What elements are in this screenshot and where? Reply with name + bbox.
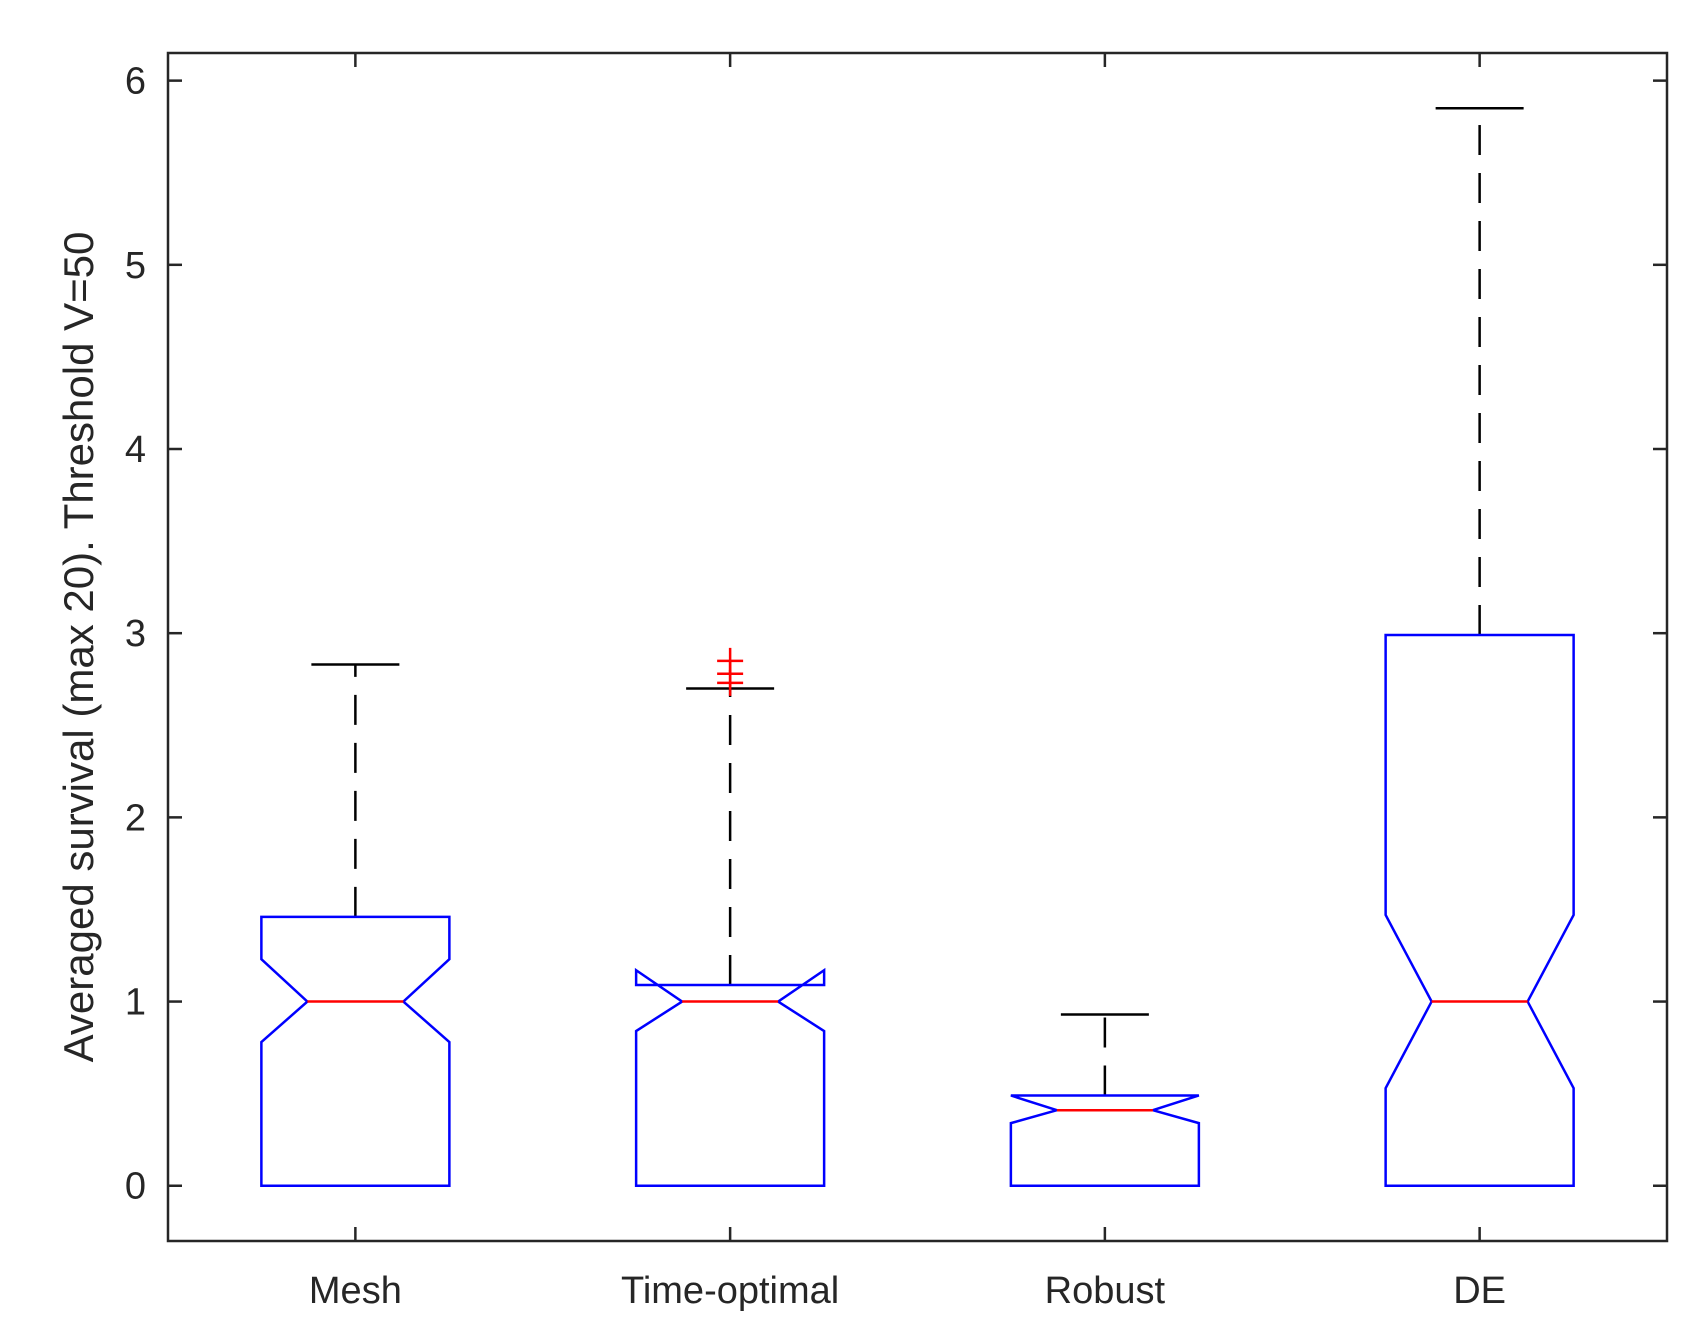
notched-box: [1009, 1094, 1201, 1187]
x-tick-label: Robust: [1045, 1270, 1166, 1312]
box-mesh: [260, 663, 451, 1187]
y-tick-label: 1: [125, 982, 146, 1024]
y-tick-label: 4: [125, 429, 146, 471]
ticks-layer: 0 1 2 3 4 5 6 Mesh Time-optimal Robust DE: [125, 53, 1667, 1312]
plot-area-frame: [166, 51, 1669, 1243]
notched-box: [260, 915, 451, 1187]
y-tick-label: 5: [125, 245, 146, 287]
notched-box: [634, 967, 826, 1187]
box-time-optimal: [634, 647, 826, 1187]
y-tick-label: 0: [125, 1166, 146, 1208]
x-tick-label: Time-optimal: [621, 1270, 839, 1312]
x-tick-label: DE: [1453, 1270, 1506, 1312]
y-tick-label: 2: [125, 797, 146, 839]
box-de: [1384, 107, 1575, 1187]
notched-box: [1384, 633, 1575, 1187]
y-tick-label: 3: [125, 613, 146, 655]
y-axis-label: Averaged survival (max 20). Threshold V=…: [55, 232, 102, 1063]
box-robust: [1009, 1013, 1201, 1187]
y-tick-label: 6: [125, 61, 146, 103]
boxes-layer: [260, 107, 1575, 1187]
x-tick-label: Mesh: [309, 1270, 402, 1312]
outlier-marker: [717, 647, 744, 674]
